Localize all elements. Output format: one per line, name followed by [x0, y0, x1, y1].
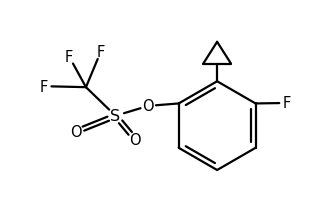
Text: S: S [111, 109, 121, 124]
Text: F: F [40, 79, 48, 94]
Text: F: F [97, 45, 105, 60]
Text: O: O [70, 124, 82, 139]
Text: O: O [129, 132, 141, 147]
Text: O: O [142, 99, 154, 114]
Text: F: F [65, 50, 73, 65]
Text: F: F [283, 96, 291, 111]
